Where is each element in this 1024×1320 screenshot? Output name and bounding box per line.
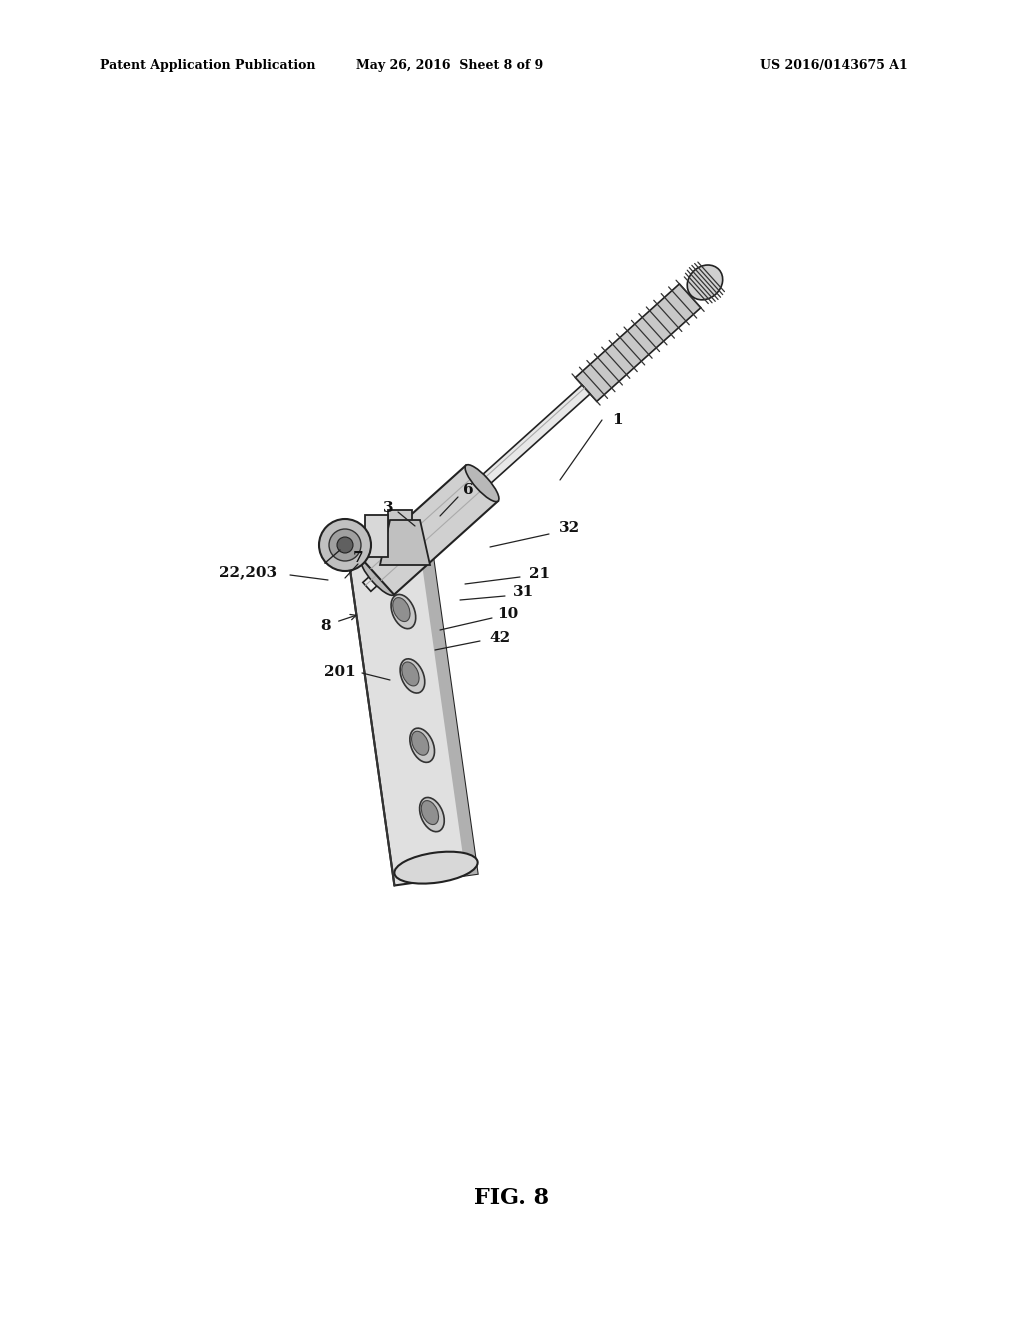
- Polygon shape: [380, 520, 430, 565]
- Text: 31: 31: [513, 585, 535, 599]
- Text: 32: 32: [559, 521, 581, 535]
- Polygon shape: [362, 385, 590, 591]
- Ellipse shape: [412, 731, 429, 755]
- Ellipse shape: [410, 729, 434, 763]
- Text: 21: 21: [529, 568, 551, 581]
- Text: Patent Application Publication: Patent Application Publication: [100, 58, 315, 71]
- Ellipse shape: [421, 801, 438, 825]
- Ellipse shape: [393, 598, 410, 622]
- Ellipse shape: [361, 558, 395, 595]
- Ellipse shape: [400, 659, 425, 693]
- Text: US 2016/0143675 A1: US 2016/0143675 A1: [760, 58, 907, 71]
- Text: May 26, 2016  Sheet 8 of 9: May 26, 2016 Sheet 8 of 9: [356, 58, 544, 71]
- Text: 201: 201: [325, 665, 356, 678]
- Text: 3: 3: [383, 502, 393, 515]
- Text: 7: 7: [352, 550, 364, 565]
- Ellipse shape: [687, 265, 723, 300]
- Text: 22,203: 22,203: [219, 565, 278, 579]
- Polygon shape: [418, 532, 477, 875]
- Circle shape: [319, 519, 371, 572]
- Polygon shape: [388, 510, 412, 560]
- Ellipse shape: [420, 797, 444, 832]
- Text: 42: 42: [489, 631, 511, 645]
- Ellipse shape: [465, 465, 499, 502]
- Text: 1: 1: [612, 413, 624, 426]
- Text: 6: 6: [463, 483, 473, 498]
- Polygon shape: [346, 532, 477, 886]
- Ellipse shape: [394, 851, 477, 883]
- Text: 10: 10: [498, 607, 518, 620]
- Circle shape: [329, 529, 361, 561]
- Polygon shape: [575, 284, 700, 401]
- Circle shape: [337, 537, 353, 553]
- Polygon shape: [365, 515, 388, 557]
- Ellipse shape: [401, 661, 419, 686]
- Text: 8: 8: [321, 619, 332, 634]
- Ellipse shape: [391, 594, 416, 628]
- Text: FIG. 8: FIG. 8: [474, 1187, 550, 1209]
- Polygon shape: [361, 466, 498, 595]
